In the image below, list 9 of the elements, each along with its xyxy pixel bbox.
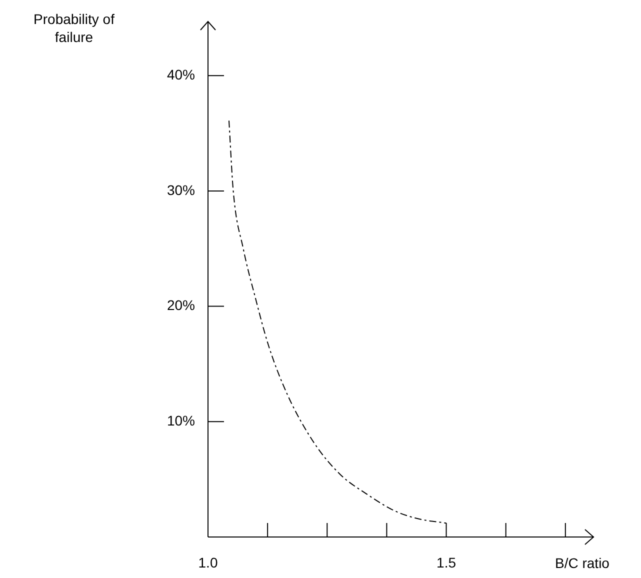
y-tick-label: 30% <box>166 182 195 198</box>
x-axis-title: B/C ratio <box>555 555 610 571</box>
x-tick-label: 1.0 <box>198 554 218 570</box>
line-series <box>228 120 447 524</box>
y-tick-label: 40% <box>166 66 195 82</box>
y-tick-label: 10% <box>166 412 195 429</box>
y-tick-label: 20% <box>166 297 195 314</box>
y-axis-title: Probability of failure <box>32 10 116 46</box>
x-tick-label: 1.5 <box>436 554 456 570</box>
